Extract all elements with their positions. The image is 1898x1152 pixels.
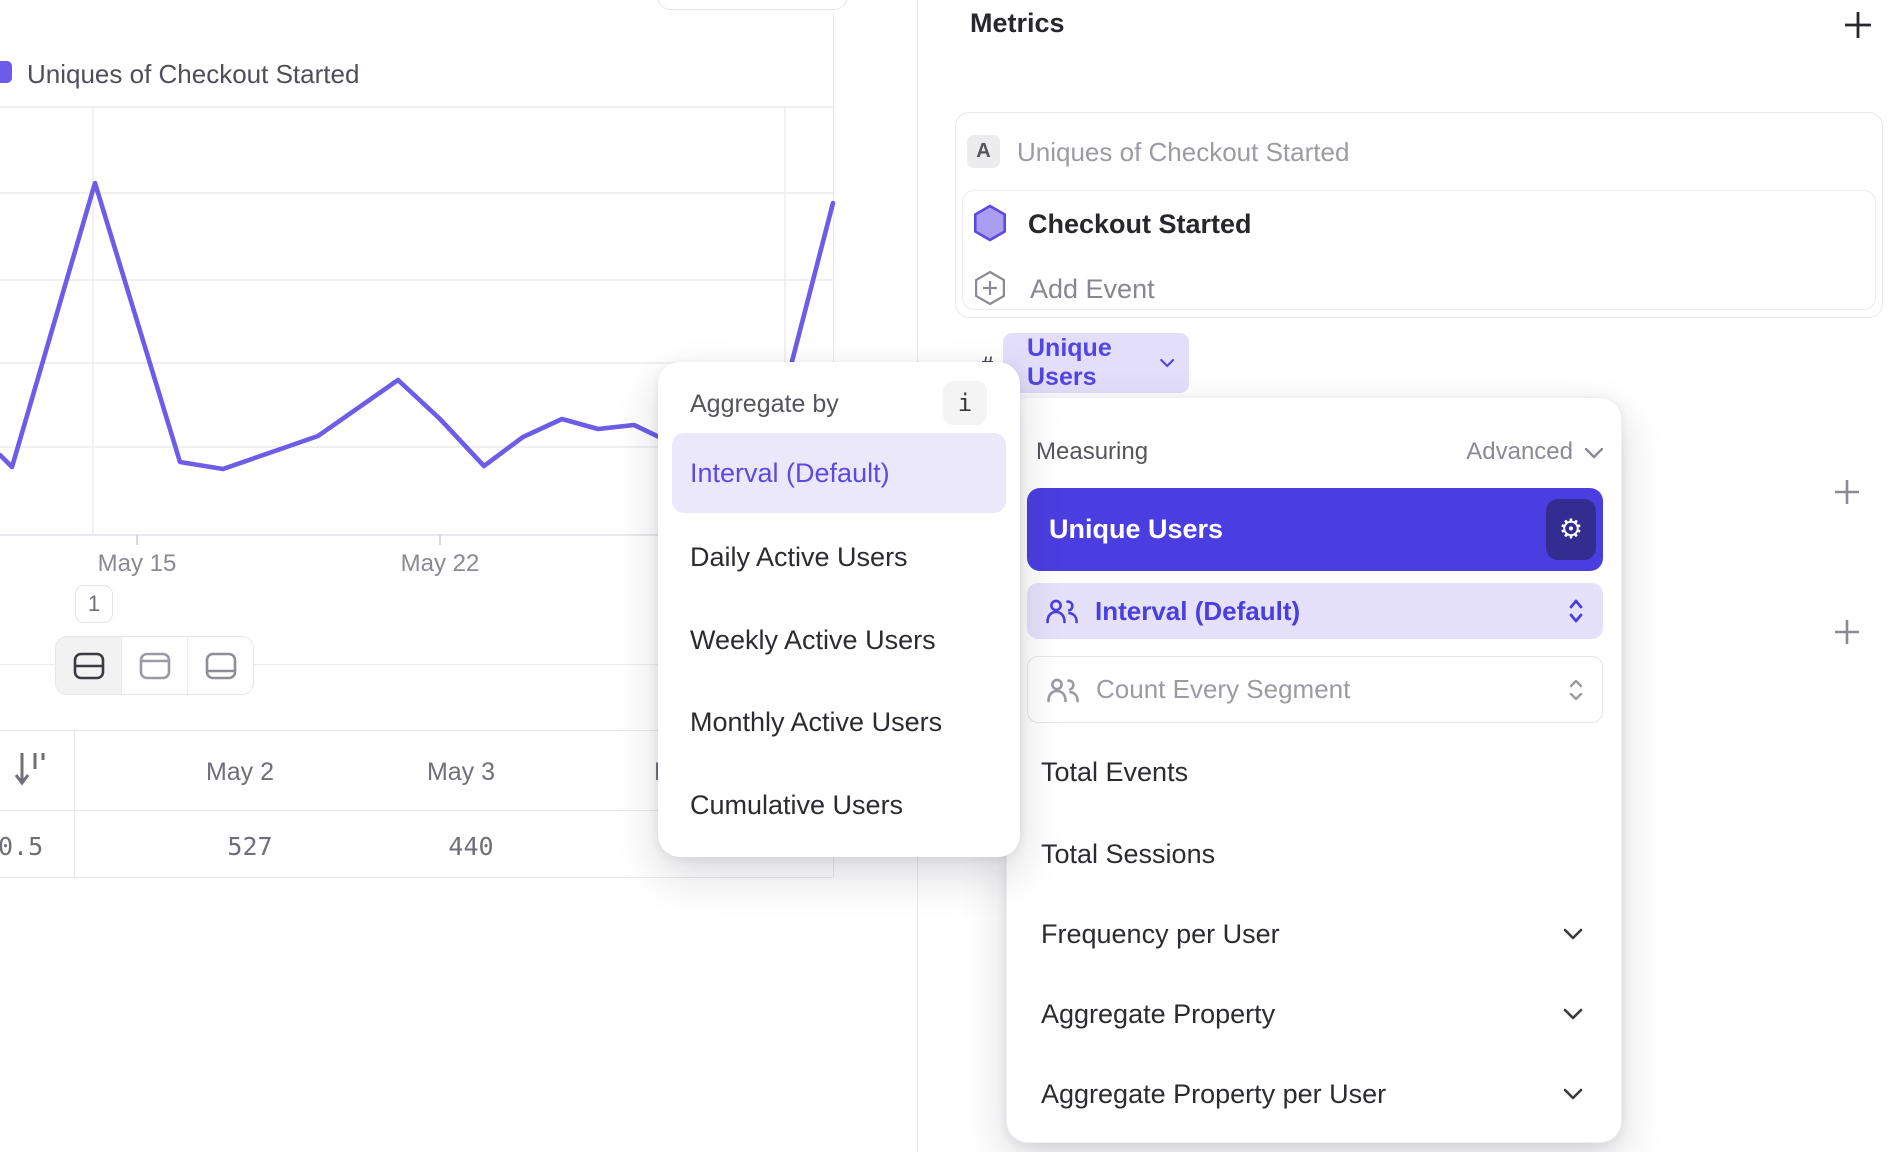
add-filter-button[interactable]: [1832, 477, 1862, 507]
metrics-panel-title: Metrics: [970, 8, 1065, 38]
aggregate-option-monthly-active-users[interactable]: Monthly Active Users: [690, 694, 1000, 750]
option-label: Aggregate Property: [1041, 998, 1276, 1029]
table-border: [0, 877, 833, 878]
measuring-option-total-sessions[interactable]: Total Sessions: [1041, 826, 1597, 882]
measuring-option-frequency-per-user[interactable]: Frequency per User: [1041, 906, 1597, 962]
measuring-option-aggregate-property[interactable]: Aggregate Property: [1041, 986, 1597, 1042]
split-bottom-icon: [205, 652, 236, 679]
chevron-down-icon: [1563, 1008, 1583, 1020]
event-row[interactable]: Checkout Started: [1028, 209, 1252, 239]
count-every-segment-label: Count Every Segment: [1096, 674, 1351, 704]
advanced-mode-dropdown[interactable]: Advanced: [1466, 438, 1573, 466]
chevron-down-icon: [1563, 928, 1583, 940]
table-border: [0, 810, 833, 811]
add-metric-button[interactable]: [1842, 9, 1874, 41]
aggregate-option-cumulative-users[interactable]: Cumulative Users: [690, 777, 1000, 833]
up-down-chevrons-icon: [1569, 679, 1583, 700]
gear-icon: ⚙: [1558, 514, 1584, 545]
section-divider: [0, 664, 833, 665]
aggregate-option-weekly-active-users[interactable]: Weekly Active Users: [690, 612, 1000, 668]
x-axis-tick-label: May 15: [97, 550, 177, 577]
table-cell: 440: [448, 832, 494, 861]
option-label: Total Sessions: [1041, 838, 1216, 869]
option-label: Aggregate Property per User: [1041, 1078, 1387, 1109]
option-label: Interval (Default): [690, 457, 890, 488]
option-label: Monthly Active Users: [690, 706, 943, 737]
chevron-down-icon: [1563, 1088, 1583, 1100]
add-event-hexagon-icon[interactable]: [972, 270, 1008, 306]
users-icon: [1046, 599, 1078, 624]
layout-split-horizontal-button[interactable]: [56, 637, 122, 694]
chart-legend-label: Uniques of Checkout Started: [27, 59, 360, 89]
table-column-divider: [74, 730, 75, 877]
add-event-button[interactable]: Add Event: [1030, 274, 1155, 304]
measuring-option-aggregate-property-per-user[interactable]: Aggregate Property per User: [1041, 1066, 1597, 1122]
count-every-segment-row[interactable]: Count Every Segment: [1027, 656, 1603, 723]
event-hexagon-icon: [974, 204, 1007, 242]
aggregate-by-title: Aggregate by: [690, 390, 839, 418]
layout-header-top-button[interactable]: [122, 637, 188, 694]
info-glyph: i: [957, 389, 973, 417]
option-label: Daily Active Users: [690, 541, 908, 572]
measure-settings-button[interactable]: ⚙: [1546, 499, 1596, 560]
measure-pill-dropdown[interactable]: Unique Users: [1003, 333, 1189, 393]
chevron-down-icon[interactable]: [1583, 446, 1605, 460]
table-cell: 527: [227, 832, 273, 861]
measuring-option-total-events[interactable]: Total Events: [1041, 744, 1597, 800]
table-header-cell[interactable]: May 3: [426, 758, 496, 786]
option-label: Frequency per User: [1041, 918, 1280, 949]
page-number-button[interactable]: 1: [75, 585, 113, 623]
measuring-popup: Measuring Advanced Unique Users ⚙ Interv…: [1006, 397, 1622, 1143]
split-horizontal-icon: [73, 652, 104, 679]
layout-footer-bottom-button[interactable]: [188, 637, 253, 694]
option-label: Weekly Active Users: [690, 624, 936, 655]
advanced-mode-label: Advanced: [1466, 438, 1573, 465]
layout-toggle-group: [55, 636, 254, 695]
info-icon[interactable]: i: [943, 381, 987, 425]
measuring-popup-title: Measuring: [1036, 438, 1149, 465]
measuring-option-unique-users[interactable]: Unique Users ⚙: [1027, 488, 1603, 571]
measure-pill-label: Unique Users: [1027, 334, 1112, 391]
chevron-down-icon: [1159, 358, 1174, 368]
metric-query-title[interactable]: Uniques of Checkout Started: [1017, 137, 1350, 167]
event-list-card: [962, 190, 1876, 310]
users-icon: [1047, 678, 1079, 702]
aggregate-option-interval-default[interactable]: Interval (Default): [672, 433, 1006, 513]
aggregate-by-popup: Aggregate by i Interval (Default) Daily …: [658, 362, 1020, 857]
option-label: Total Events: [1041, 756, 1189, 787]
split-top-icon: [139, 652, 170, 679]
metric-row-badge: A: [967, 135, 1000, 168]
aggregate-option-daily-active-users[interactable]: Daily Active Users: [690, 529, 1000, 585]
interval-selector-row[interactable]: Interval (Default): [1027, 583, 1603, 639]
x-axis-tick-label: May 22: [400, 550, 480, 577]
table-border: [0, 730, 833, 731]
measuring-selected-label: Unique Users: [1049, 514, 1224, 544]
legend-swatch: [0, 61, 12, 83]
table-row-label: 0.5: [0, 832, 44, 861]
option-label: Cumulative Users: [690, 789, 904, 820]
add-breakdown-button[interactable]: [1832, 617, 1862, 647]
up-down-chevrons-icon: [1569, 599, 1583, 623]
sort-descending-icon[interactable]: [13, 749, 49, 789]
table-header-cell[interactable]: May 2: [205, 758, 275, 786]
interval-selector-label: Interval (Default): [1095, 595, 1301, 626]
